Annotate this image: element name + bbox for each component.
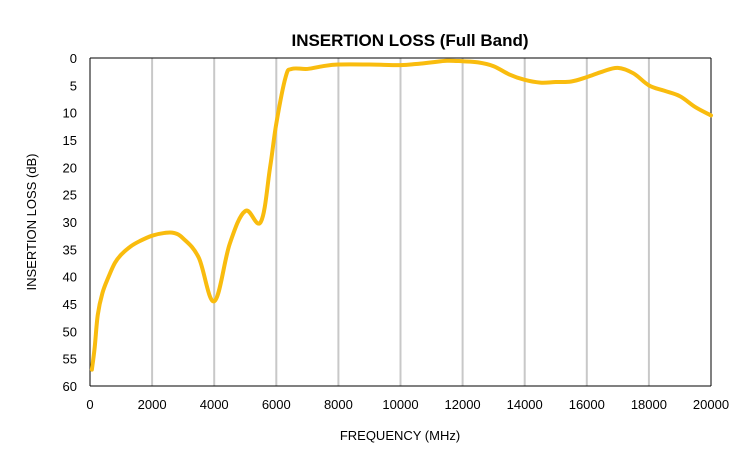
- y-tick-label: 25: [63, 188, 77, 203]
- grid-lines: [151, 58, 650, 386]
- x-tick-label: 14000: [507, 397, 543, 412]
- x-tick-label: 10000: [382, 397, 418, 412]
- series-lines: [89, 58, 713, 372]
- y-tick-label: 30: [63, 215, 77, 230]
- chart-title: INSERTION LOSS (Full Band): [291, 31, 528, 50]
- plot-axes: [89, 57, 712, 387]
- y-axis-title: INSERTION LOSS (dB): [24, 153, 39, 290]
- y-tick-label: 0: [70, 51, 77, 66]
- y-tick-label: 40: [63, 270, 77, 285]
- x-tick-label: 2000: [138, 397, 167, 412]
- x-tick-labels: 0 2000 4000 6000 8000 10000 12000 14000 16000 180…: [86, 397, 729, 412]
- series-line: [89, 58, 713, 372]
- x-tick-label: 12000: [445, 397, 481, 412]
- y-tick-label: 45: [63, 297, 77, 312]
- y-tick-label: 15: [63, 133, 77, 148]
- y-tick-label: 55: [63, 352, 77, 367]
- x-tick-label: 4000: [200, 397, 229, 412]
- y-tick-label: 50: [63, 324, 77, 339]
- y-tick-labels: 0 5 10 15 20 25 30 35 40 45 50 55 60: [63, 51, 77, 394]
- x-axis-title: FREQUENCY (MHz): [340, 428, 460, 443]
- x-tick-label: 16000: [569, 397, 605, 412]
- y-tick-label: 60: [63, 379, 77, 394]
- y-tick-label: 20: [63, 160, 77, 175]
- y-tick-label: 35: [63, 242, 77, 257]
- x-tick-label: 6000: [262, 397, 291, 412]
- y-tick-label: 10: [63, 106, 77, 121]
- x-tick-label: 20000: [693, 397, 729, 412]
- x-tick-label: 8000: [324, 397, 353, 412]
- x-tick-label: 0: [86, 397, 93, 412]
- y-tick-label: 5: [70, 78, 77, 93]
- x-tick-label: 18000: [631, 397, 667, 412]
